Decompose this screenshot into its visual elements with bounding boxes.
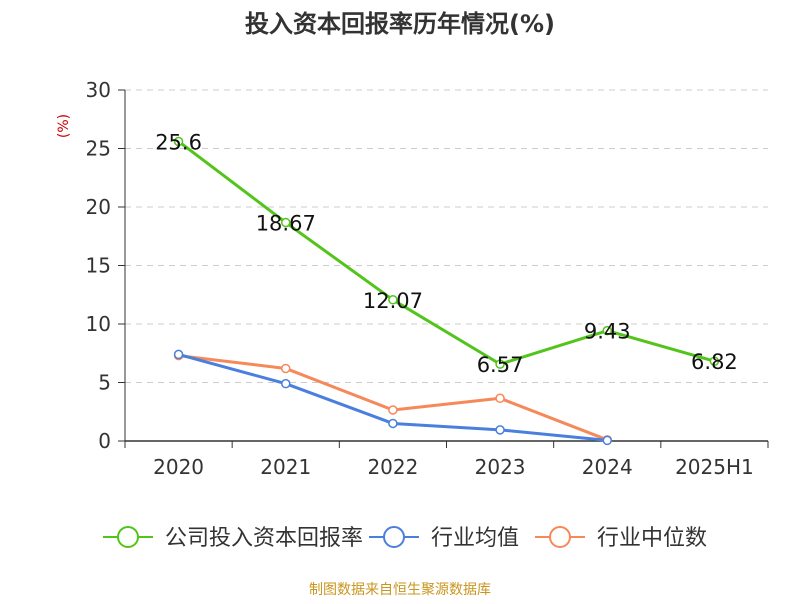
legend-item[interactable]: 行业均值 [369,526,519,551]
series-point [495,393,505,404]
legend-label: 行业均值 [431,526,519,551]
x-tick-label: 2022 [367,455,418,479]
data-label: 6.82 [691,350,738,374]
data-label: 25.6 [155,130,202,154]
legend: 公司投入资本回报率 行业均值 行业中位数 [103,526,707,551]
legend-item[interactable]: 公司投入资本回报率 [103,526,363,551]
series-line [177,140,715,366]
series-point [281,363,291,374]
series-point [281,217,291,228]
legend-marker [383,526,405,548]
series-point [602,435,612,446]
y-tick-label: 25 [86,137,111,161]
legend-marker [549,526,571,548]
series-point [388,418,398,429]
x-tick-label: 2021 [260,455,311,479]
y-tick-label: 5 [98,371,111,395]
data-label: 9.43 [584,320,631,344]
series-point [173,349,184,360]
y-tick-label: 10 [86,312,111,336]
legend-marker [117,526,139,548]
data-label: 18.67 [256,212,316,236]
y-tick-label: 20 [86,195,111,219]
y-axis-unit: (%) [56,114,72,138]
data-label: 6.57 [477,353,524,377]
series-point [495,359,505,369]
data-label: 12.07 [363,289,423,313]
data-label-layer: 25.6 18.67 12.07 6.57 9.43 6.82 [155,130,738,377]
legend-label: 公司投入资本回报率 [165,526,363,551]
x-tick-label: 2025H1 [675,455,754,479]
series-point [709,356,720,366]
legend-label: 行业中位数 [597,526,707,551]
series-point [495,425,505,435]
y-tick-label: 0 [98,429,111,453]
x-tick-label: 2024 [582,455,633,479]
series-layer [173,136,720,446]
series-point [602,325,612,336]
series-point [281,378,291,389]
legend-item[interactable]: 行业中位数 [535,526,707,551]
chart-title: 投入资本回报率历年情况(%) [245,10,555,38]
series-point [173,136,184,147]
series-point [388,295,398,305]
y-tick-label: 30 [86,78,111,102]
source-note: 制图数据来自恒生聚源数据库 [309,582,491,598]
series-point [388,405,398,415]
y-tick-label: 15 [86,254,111,278]
axis-layer: 0 5 10 15 20 25 30 2020 2021 2022 2023 2024 2025H1 [86,78,769,479]
x-tick-label: 2020 [153,455,204,479]
x-tick-label: 2023 [475,455,526,479]
grid-layer [125,89,768,383]
